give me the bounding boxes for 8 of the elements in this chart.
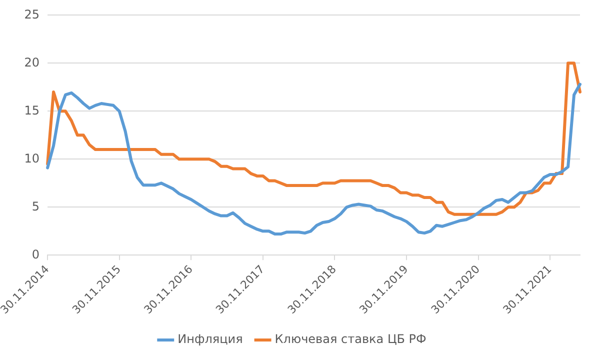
y-tick-label: 5 — [32, 199, 40, 214]
y-tick-label: 20 — [24, 55, 40, 70]
y-tick-label: 0 — [32, 247, 40, 262]
legend-label: Инфляция — [178, 332, 243, 346]
y-tick-label: 15 — [24, 103, 40, 118]
y-tick-label: 25 — [24, 7, 40, 22]
legend-label: Ключевая ставка ЦБ РФ — [274, 332, 426, 346]
y-tick-label: 10 — [24, 151, 40, 166]
